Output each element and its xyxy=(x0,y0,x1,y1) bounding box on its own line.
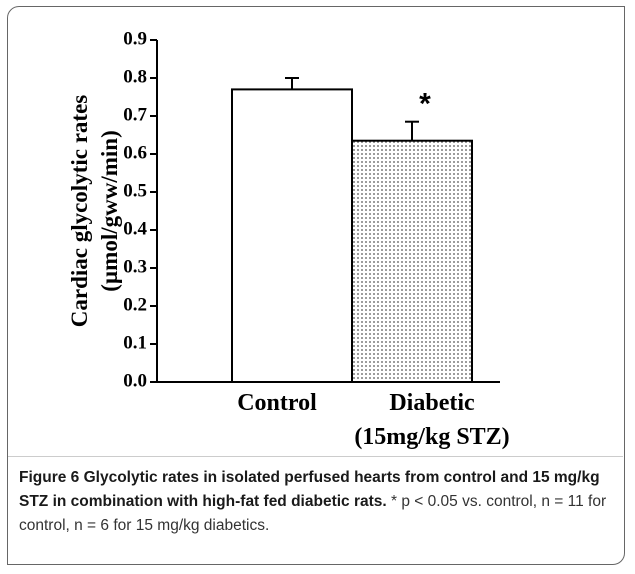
y-tick-label: 0.9 xyxy=(123,28,147,49)
y-tick-label: 0.0 xyxy=(123,370,147,391)
y-tick-label: 0.5 xyxy=(123,180,147,201)
y-tick-label: 0.7 xyxy=(123,104,147,125)
separator xyxy=(8,456,623,457)
bar xyxy=(351,139,473,383)
y-tick-label: 0.1 xyxy=(123,332,147,353)
caption-label: Figure 6 Glycolytic rates in isolated pe… xyxy=(19,469,600,510)
y-tick-label: 0.2 xyxy=(123,294,147,315)
y-tick-label: 0.4 xyxy=(123,218,147,239)
x-tick-label: Diabetic (15mg/kg STZ) xyxy=(354,390,510,450)
annotation: * xyxy=(419,88,431,121)
y-tick-label: 0.8 xyxy=(123,66,147,87)
caption: Figure 6 Glycolytic rates in isolated pe… xyxy=(19,466,609,538)
caption-text: * p < 0.05 vs. control, n = 11 for contr… xyxy=(19,493,607,534)
bar xyxy=(231,88,353,384)
chart: 0.0 0.1 0.2 0.3 0.4 0.5 0.6 0.7 0.8 0.9 * xyxy=(123,28,500,391)
y-tick-label: 0.3 xyxy=(123,256,147,277)
y-axis-label: Cardiac glycolytic rates (µmol/gww/min) xyxy=(67,94,122,328)
frame xyxy=(7,6,625,565)
y-tick-label: 0.6 xyxy=(123,142,147,163)
x-tick-label: Control xyxy=(237,390,317,416)
